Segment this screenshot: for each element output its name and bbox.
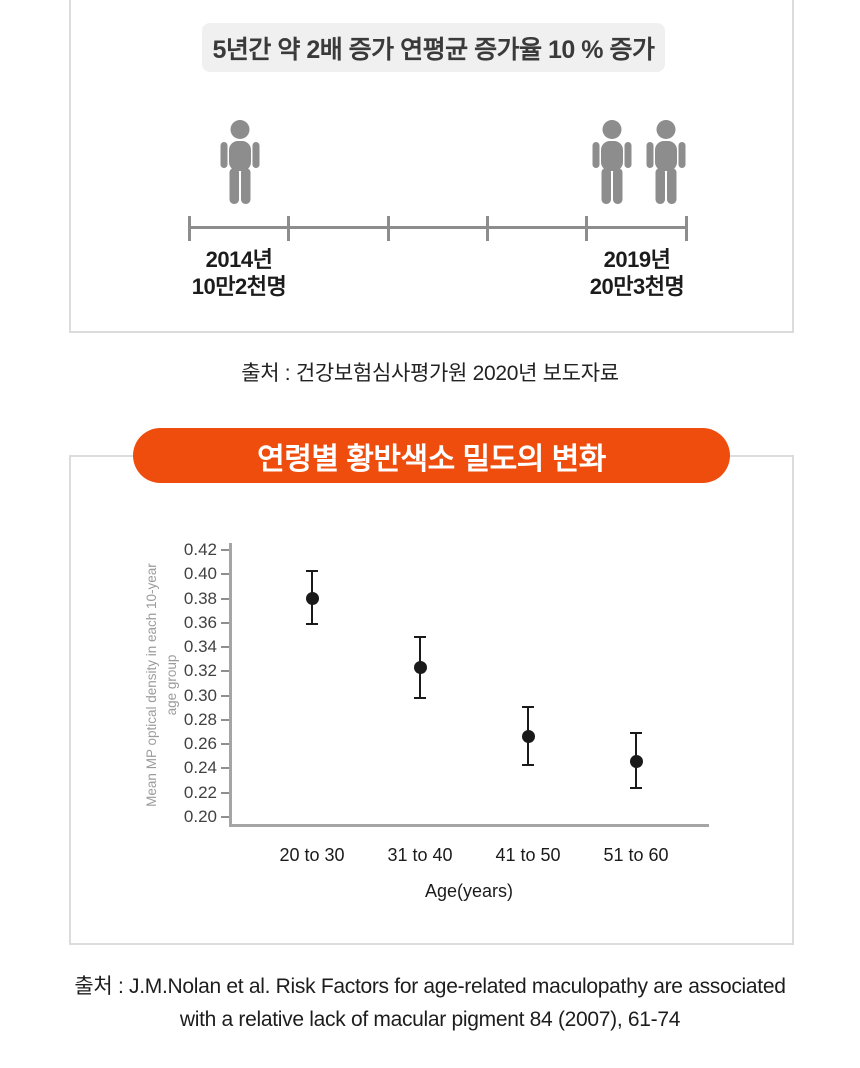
x-tick-label: 51 to 60 bbox=[603, 845, 669, 865]
timeline-tick bbox=[287, 216, 291, 241]
y-tick bbox=[221, 816, 229, 818]
timeline-count-end: 20만3천명 bbox=[589, 274, 685, 299]
timeline-label-2014: 2014년 10만2천명 bbox=[149, 246, 329, 300]
y-tick bbox=[221, 646, 229, 649]
timeline-count-start: 10만2천명 bbox=[191, 274, 287, 299]
timeline-year-end: 2019년 bbox=[603, 247, 671, 272]
timeline-tick bbox=[585, 216, 589, 241]
error-bar-cap-bottom bbox=[414, 697, 426, 700]
y-tick-label: 0.24 bbox=[183, 758, 217, 778]
y-tick bbox=[221, 549, 229, 551]
y-tick bbox=[221, 791, 229, 794]
error-bar-cap-bottom bbox=[306, 623, 318, 626]
error-bar-chart: Mean MP optical density in each 10-year … bbox=[71, 457, 796, 947]
timeline-tick bbox=[188, 216, 191, 241]
y-tick bbox=[221, 597, 229, 600]
y-tick bbox=[221, 694, 229, 697]
person-icon bbox=[646, 120, 686, 204]
error-bar-cap-top bbox=[522, 705, 534, 708]
growth-panel: 5년간 약 2배 증가 연평균 증가율 10 % 증가 2014년 10만2천명… bbox=[69, 0, 794, 333]
y-axis-line bbox=[229, 543, 232, 827]
timeline-label-2019: 2019년 20만3천명 bbox=[547, 246, 727, 300]
chart-panel: Mean MP optical density in each 10-year … bbox=[69, 455, 794, 945]
y-tick-label: 0.36 bbox=[183, 612, 217, 632]
error-bar-cap-bottom bbox=[630, 786, 642, 789]
y-tick-label: 0.40 bbox=[183, 564, 217, 584]
y-tick bbox=[221, 767, 229, 770]
y-tick bbox=[221, 621, 229, 624]
data-point bbox=[305, 592, 319, 606]
error-bar-cap-bottom bbox=[522, 763, 534, 766]
y-tick-label: 0.20 bbox=[183, 807, 217, 826]
y-tick bbox=[221, 743, 229, 746]
y-tick-label: 0.42 bbox=[183, 540, 217, 559]
timeline-year-start: 2014년 bbox=[205, 247, 273, 272]
x-tick-label: 20 to 30 bbox=[279, 845, 345, 865]
y-tick-label: 0.38 bbox=[183, 588, 217, 608]
data-point bbox=[413, 661, 427, 675]
y-tick-label: 0.28 bbox=[183, 709, 217, 729]
person-group-2014 bbox=[213, 120, 267, 204]
x-tick-label: 41 to 50 bbox=[495, 845, 561, 865]
y-tick-label: 0.22 bbox=[183, 782, 217, 802]
timeline-tick bbox=[386, 216, 390, 241]
timeline-line bbox=[189, 226, 686, 229]
y-tick bbox=[221, 718, 229, 721]
data-point bbox=[629, 754, 643, 768]
timeline-tick bbox=[684, 216, 688, 241]
x-axis-title: Age(years) bbox=[424, 881, 514, 901]
person-icon bbox=[592, 120, 632, 204]
y-tick-label: 0.32 bbox=[183, 661, 217, 681]
source-bottom-line1: 출처 : J.M.Nolan et al. Risk Factors for a… bbox=[74, 975, 786, 998]
y-tick-label: 0.30 bbox=[183, 685, 217, 705]
source-bottom-line2: with a relative lack of macular pigment … bbox=[179, 1008, 681, 1031]
source-text-top: 출처 : 건강보험심사평가원 2020년 보도자료 bbox=[241, 362, 619, 385]
person-group-2019 bbox=[585, 120, 693, 204]
y-tick-label: 0.34 bbox=[183, 637, 217, 657]
error-bar-cap-top bbox=[630, 732, 642, 735]
y-tick-label: 0.26 bbox=[183, 734, 217, 754]
source-text-bottom: 출처 : J.M.Nolan et al. Risk Factors for a… bbox=[0, 970, 860, 1036]
growth-headline: 5년간 약 2배 증가 연평균 증가율 10 % 증가 bbox=[202, 23, 665, 72]
person-icon bbox=[220, 120, 260, 204]
timeline-tick bbox=[485, 216, 489, 241]
x-axis-line bbox=[229, 824, 709, 827]
error-bar-cap-top bbox=[414, 636, 426, 639]
y-tick bbox=[221, 573, 229, 576]
error-bar-cap-top bbox=[306, 569, 318, 572]
chart-title-banner: 연령별 황반색소 밀도의 변화 bbox=[133, 428, 730, 483]
x-tick-label: 31 to 40 bbox=[387, 845, 453, 865]
data-point bbox=[521, 730, 535, 744]
chart-title: 연령별 황반색소 밀도의 변화 bbox=[257, 442, 606, 476]
y-tick bbox=[221, 670, 229, 673]
